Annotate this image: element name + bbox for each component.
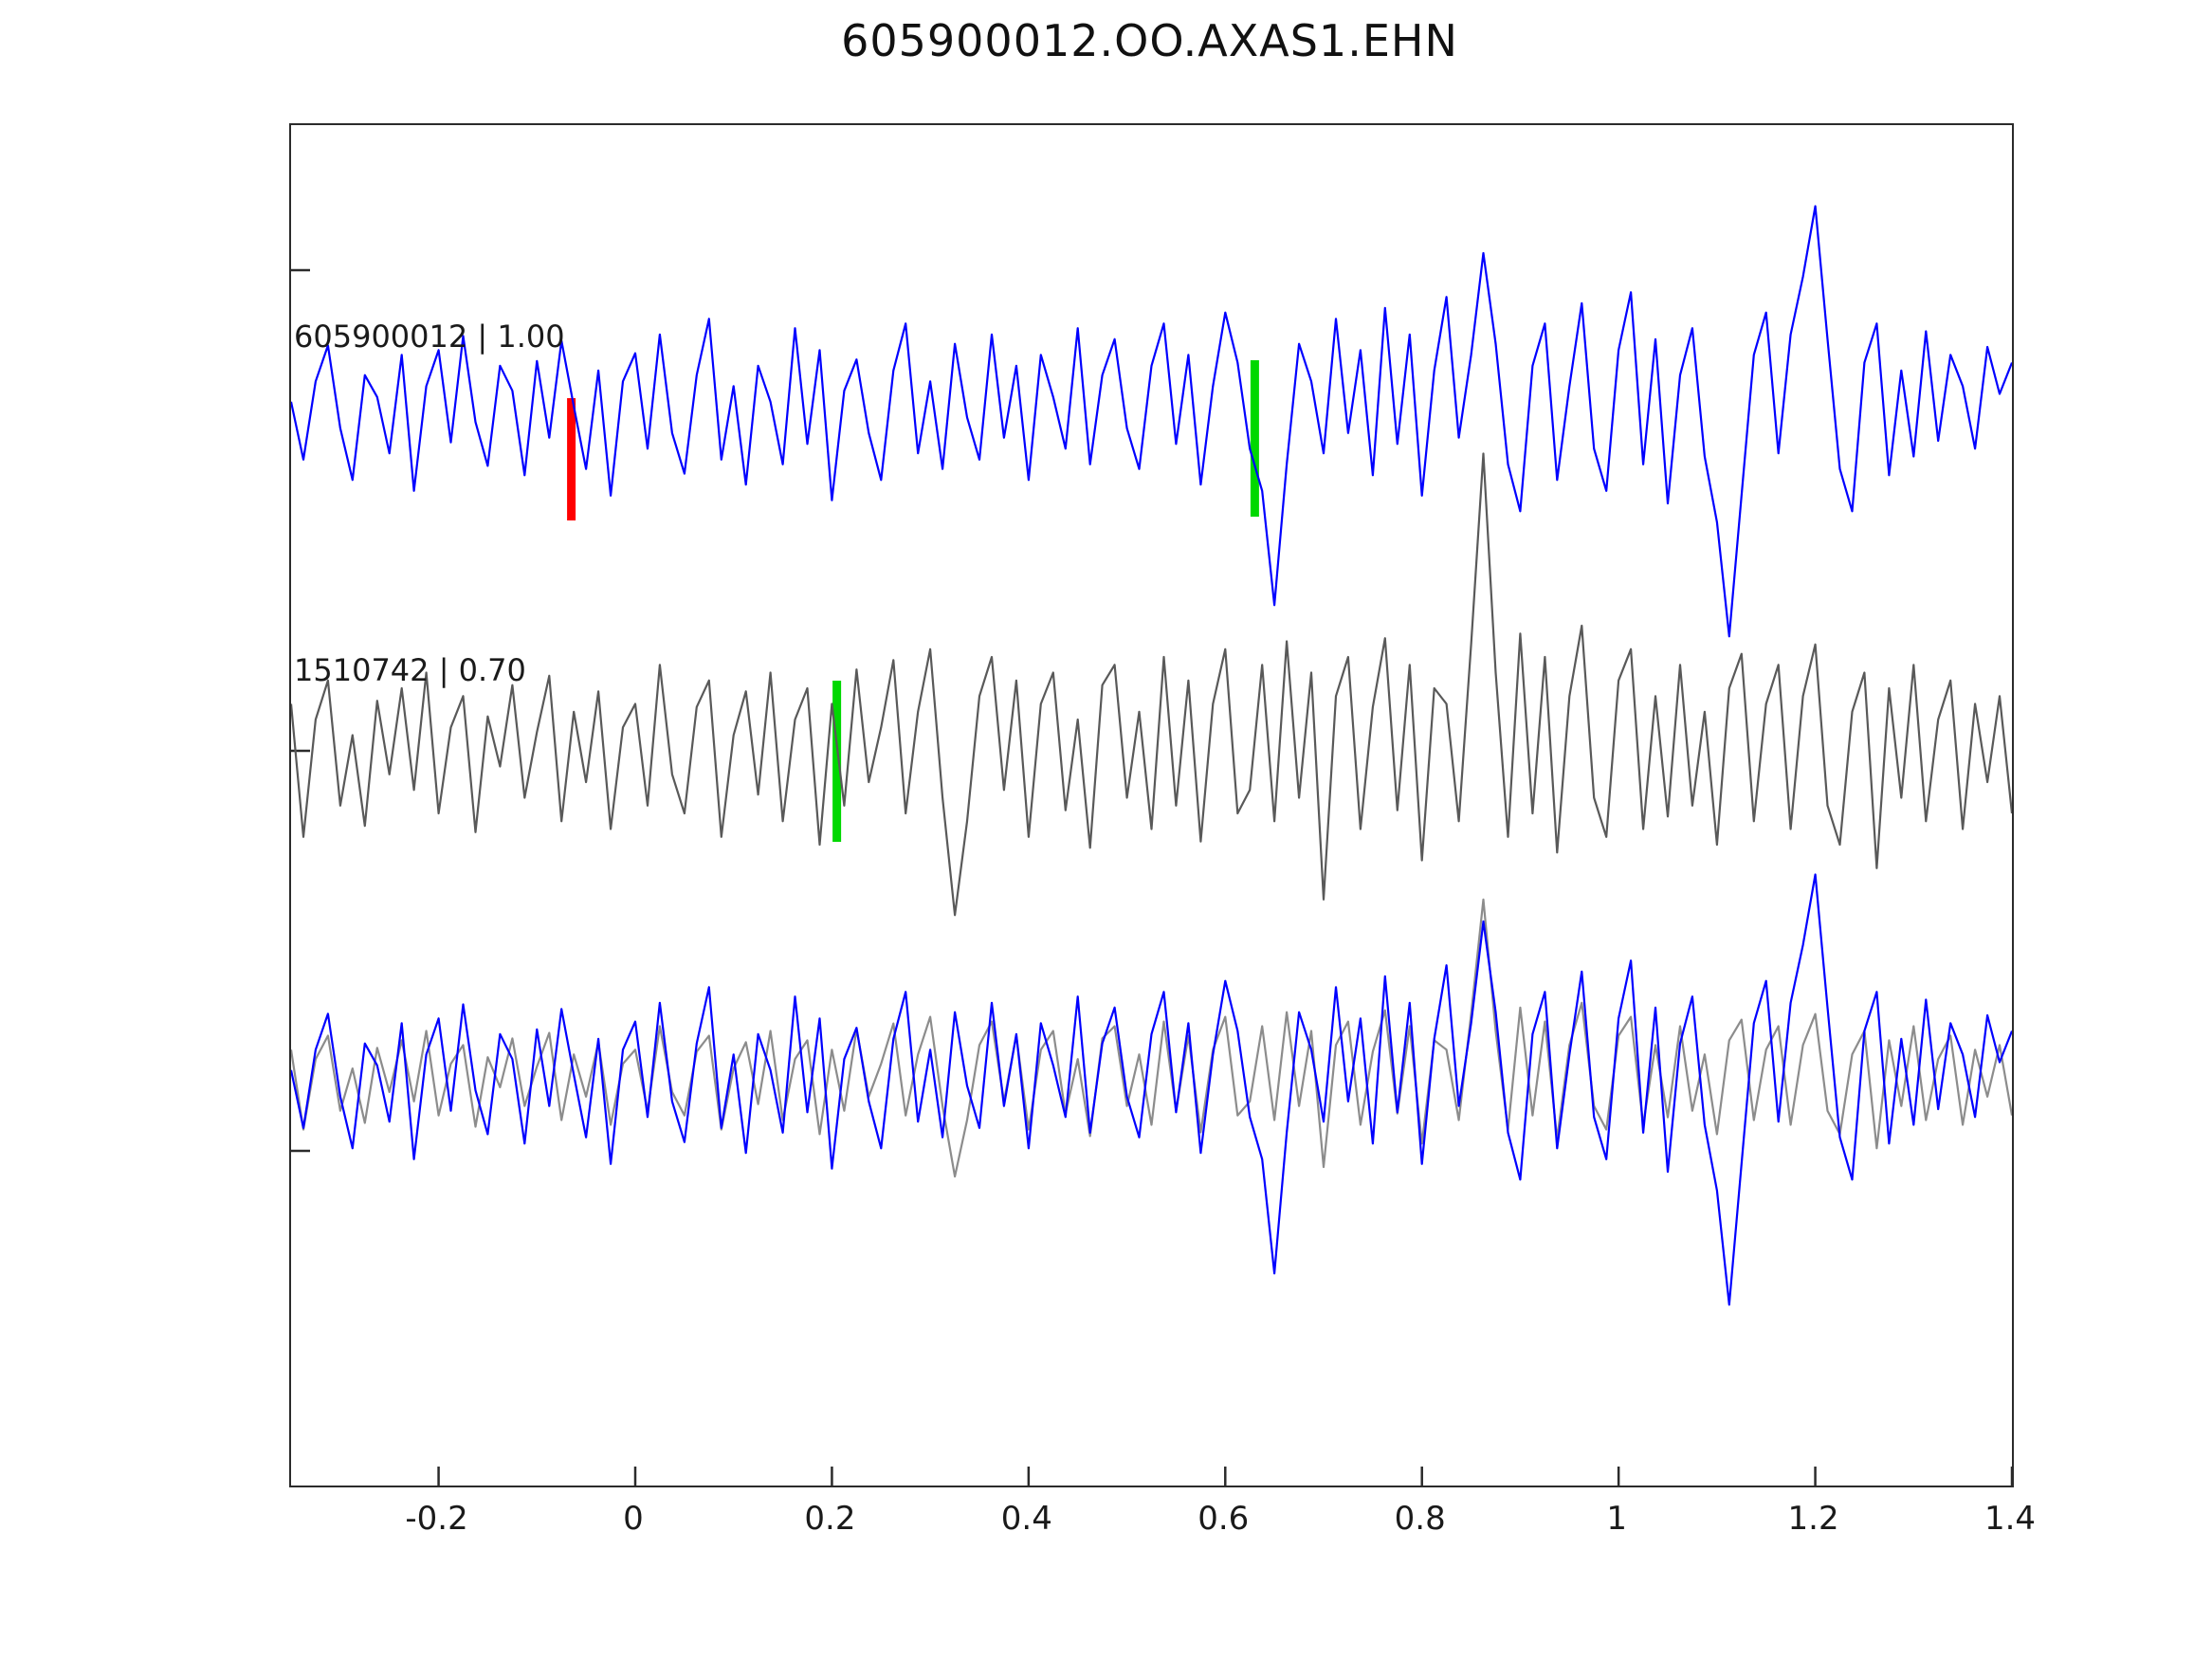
- plot-area: [289, 123, 2014, 1487]
- x-tick-label: 1.4: [1983, 1500, 2037, 1538]
- x-tick-label: -0.2: [405, 1500, 468, 1538]
- trace1-label: 605900012 | 1.00: [294, 319, 565, 355]
- overlay-trace-gray: [291, 898, 2012, 1178]
- x-tick-label: 0.6: [1197, 1500, 1250, 1538]
- trace-605900012: [291, 205, 2012, 638]
- trace-1510742: [291, 452, 2012, 917]
- chart-title: 605900012.OO.AXAS1.EHN: [841, 15, 1458, 66]
- trace2-label: 1510742 | 0.70: [294, 652, 526, 688]
- x-tick-label: 1.2: [1787, 1500, 1839, 1538]
- x-tick-label: 0.4: [1000, 1500, 1052, 1538]
- overlay-trace-blue: [291, 873, 2012, 1306]
- x-tick-label: 0: [623, 1500, 644, 1538]
- x-tick-label: 0.8: [1394, 1500, 1446, 1538]
- x-tick-label: 1: [1606, 1500, 1627, 1538]
- waveform-canvas: [291, 205, 2012, 1486]
- x-tick-label: 0.2: [804, 1500, 856, 1538]
